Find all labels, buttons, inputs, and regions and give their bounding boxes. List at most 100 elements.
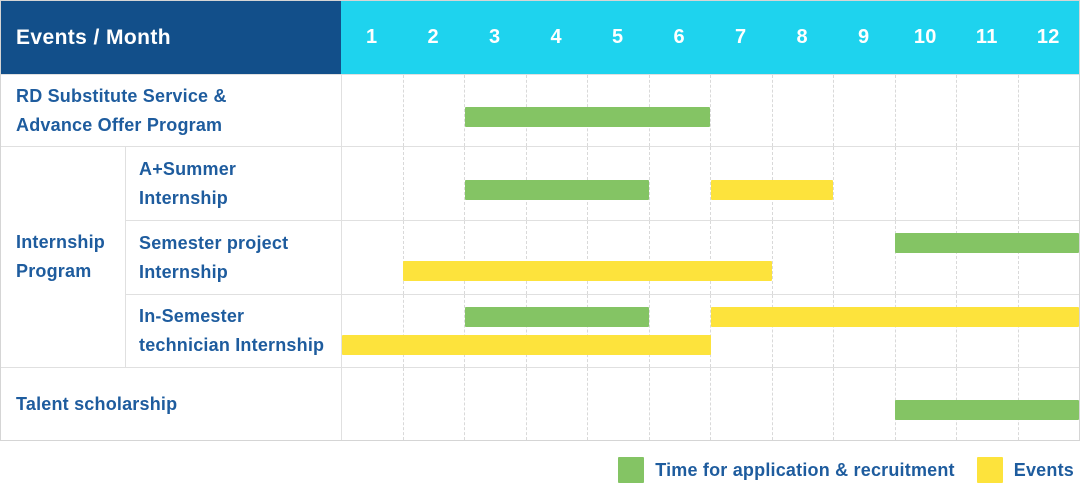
month-column-gridline xyxy=(527,221,588,294)
month-header-3: 3 xyxy=(489,26,501,48)
month-column-gridline xyxy=(957,75,1019,146)
month-column-gridline xyxy=(773,368,834,440)
legend-yellow-swatch-icon xyxy=(976,457,1003,483)
legend-item-application-recruitment: Time for application & recruitment xyxy=(618,457,955,483)
month-column-gridline xyxy=(404,295,465,367)
month-column-gridline xyxy=(896,295,957,367)
legend-label: Events xyxy=(1013,459,1074,480)
month-column-gridline xyxy=(773,147,834,220)
legend-item-events: Events xyxy=(976,457,1074,483)
month-header-row: 1 2 3 4 5 6 7 8 9 10 11 12 xyxy=(341,1,1079,75)
month-column-gridline xyxy=(650,368,711,440)
month-column-gridline xyxy=(834,147,896,220)
table-header-title: Events / Month xyxy=(1,1,341,75)
row-label-rd-substitute: RD Substitute Service & Advance Offer Pr… xyxy=(1,75,341,147)
month-header-9: 9 xyxy=(858,26,870,48)
group-label-internship-program: Internship Program xyxy=(1,147,126,368)
row-label-semester-project: Semester project Internship xyxy=(126,221,341,295)
gantt-bar-yellow xyxy=(403,261,772,282)
chart-row-in-semester-technician xyxy=(341,295,1079,368)
month-header-1: 1 xyxy=(366,26,378,48)
gantt-bar-yellow xyxy=(710,179,834,200)
gantt-bar-green xyxy=(464,179,650,200)
row-label-line: Talent scholarship xyxy=(16,393,178,414)
legend-label: Time for application & recruitment xyxy=(655,459,955,480)
month-header-10: 10 xyxy=(913,26,937,48)
month-column-gridline xyxy=(711,368,773,440)
row-label-line: Internship xyxy=(139,261,229,282)
chart-row-semester-project xyxy=(341,221,1079,295)
month-header-7: 7 xyxy=(735,26,747,48)
month-gridlines xyxy=(342,75,1079,146)
month-column-gridline xyxy=(896,75,957,146)
month-header-4: 4 xyxy=(550,26,562,48)
month-column-gridline xyxy=(650,295,711,367)
month-column-gridline xyxy=(1019,147,1080,220)
month-column-gridline xyxy=(404,147,465,220)
month-column-gridline xyxy=(773,221,834,294)
month-column-gridline xyxy=(342,368,404,440)
month-column-gridline xyxy=(404,75,465,146)
month-column-gridline xyxy=(465,221,527,294)
month-column-gridline xyxy=(342,75,404,146)
month-column-gridline xyxy=(711,295,773,367)
month-column-gridline xyxy=(1019,295,1080,367)
month-column-gridline xyxy=(342,221,404,294)
month-column-gridline xyxy=(1019,75,1080,146)
month-column-gridline xyxy=(404,221,465,294)
month-column-gridline xyxy=(342,295,404,367)
month-column-gridline xyxy=(342,147,404,220)
legend-green-swatch-icon xyxy=(618,457,645,483)
month-column-gridline xyxy=(465,368,527,440)
row-label-a-plus-summer: A+Summer Internship xyxy=(126,147,341,221)
month-column-gridline xyxy=(650,147,711,220)
month-column-gridline xyxy=(711,75,773,146)
row-label-line: Advance Offer Program xyxy=(16,114,223,135)
month-header-12: 12 xyxy=(1036,26,1060,48)
legend: Time for application & recruitment Event… xyxy=(0,457,1080,483)
row-label-line: technician Internship xyxy=(139,335,325,355)
chart-row-talent-scholarship xyxy=(341,368,1079,440)
month-gridlines xyxy=(342,295,1079,367)
month-column-gridline xyxy=(404,368,465,440)
month-column-gridline xyxy=(588,368,650,440)
row-label-talent-scholarship: Talent scholarship xyxy=(1,368,341,440)
month-column-gridline xyxy=(834,368,896,440)
month-column-gridline xyxy=(711,221,773,294)
month-column-gridline xyxy=(650,75,711,146)
gantt-bar-green xyxy=(894,400,1079,421)
month-column-gridline xyxy=(896,147,957,220)
gantt-bar-yellow xyxy=(342,334,711,355)
gantt-table: Events / Month 1 2 3 4 5 6 7 8 9 10 11 12 RD Substi… xyxy=(0,0,1080,441)
month-column-gridline xyxy=(834,221,896,294)
month-column-gridline xyxy=(650,221,711,294)
month-header-2: 2 xyxy=(427,26,439,48)
month-column-gridline xyxy=(834,75,896,146)
month-column-gridline xyxy=(834,295,896,367)
row-label-line: Semester project xyxy=(139,232,289,253)
row-label-line: RD Substitute Service & xyxy=(16,85,227,106)
month-column-gridline xyxy=(527,368,588,440)
chart-row-a-plus-summer xyxy=(341,147,1079,221)
group-label-line: Program xyxy=(16,261,92,281)
header-title-text: Events / Month xyxy=(16,25,171,49)
row-label-line: In-Semester xyxy=(139,306,245,326)
month-column-gridline xyxy=(588,295,650,367)
month-column-gridline xyxy=(1019,221,1080,294)
month-column-gridline xyxy=(957,147,1019,220)
group-label-line: Internship xyxy=(16,232,106,252)
row-label-line: A+Summer xyxy=(139,158,237,179)
gantt-bar-green xyxy=(464,306,650,327)
month-header-5: 5 xyxy=(612,26,624,48)
chart-row-rd-substitute xyxy=(341,75,1079,147)
month-column-gridline xyxy=(957,295,1019,367)
gantt-bar-yellow xyxy=(710,306,1079,327)
month-header-11: 11 xyxy=(975,26,998,48)
month-column-gridline xyxy=(588,221,650,294)
month-column-gridline xyxy=(465,295,527,367)
month-column-gridline xyxy=(527,295,588,367)
gantt-bar-green xyxy=(894,232,1079,253)
month-column-gridline xyxy=(896,221,957,294)
month-column-gridline xyxy=(957,221,1019,294)
month-column-gridline xyxy=(773,295,834,367)
